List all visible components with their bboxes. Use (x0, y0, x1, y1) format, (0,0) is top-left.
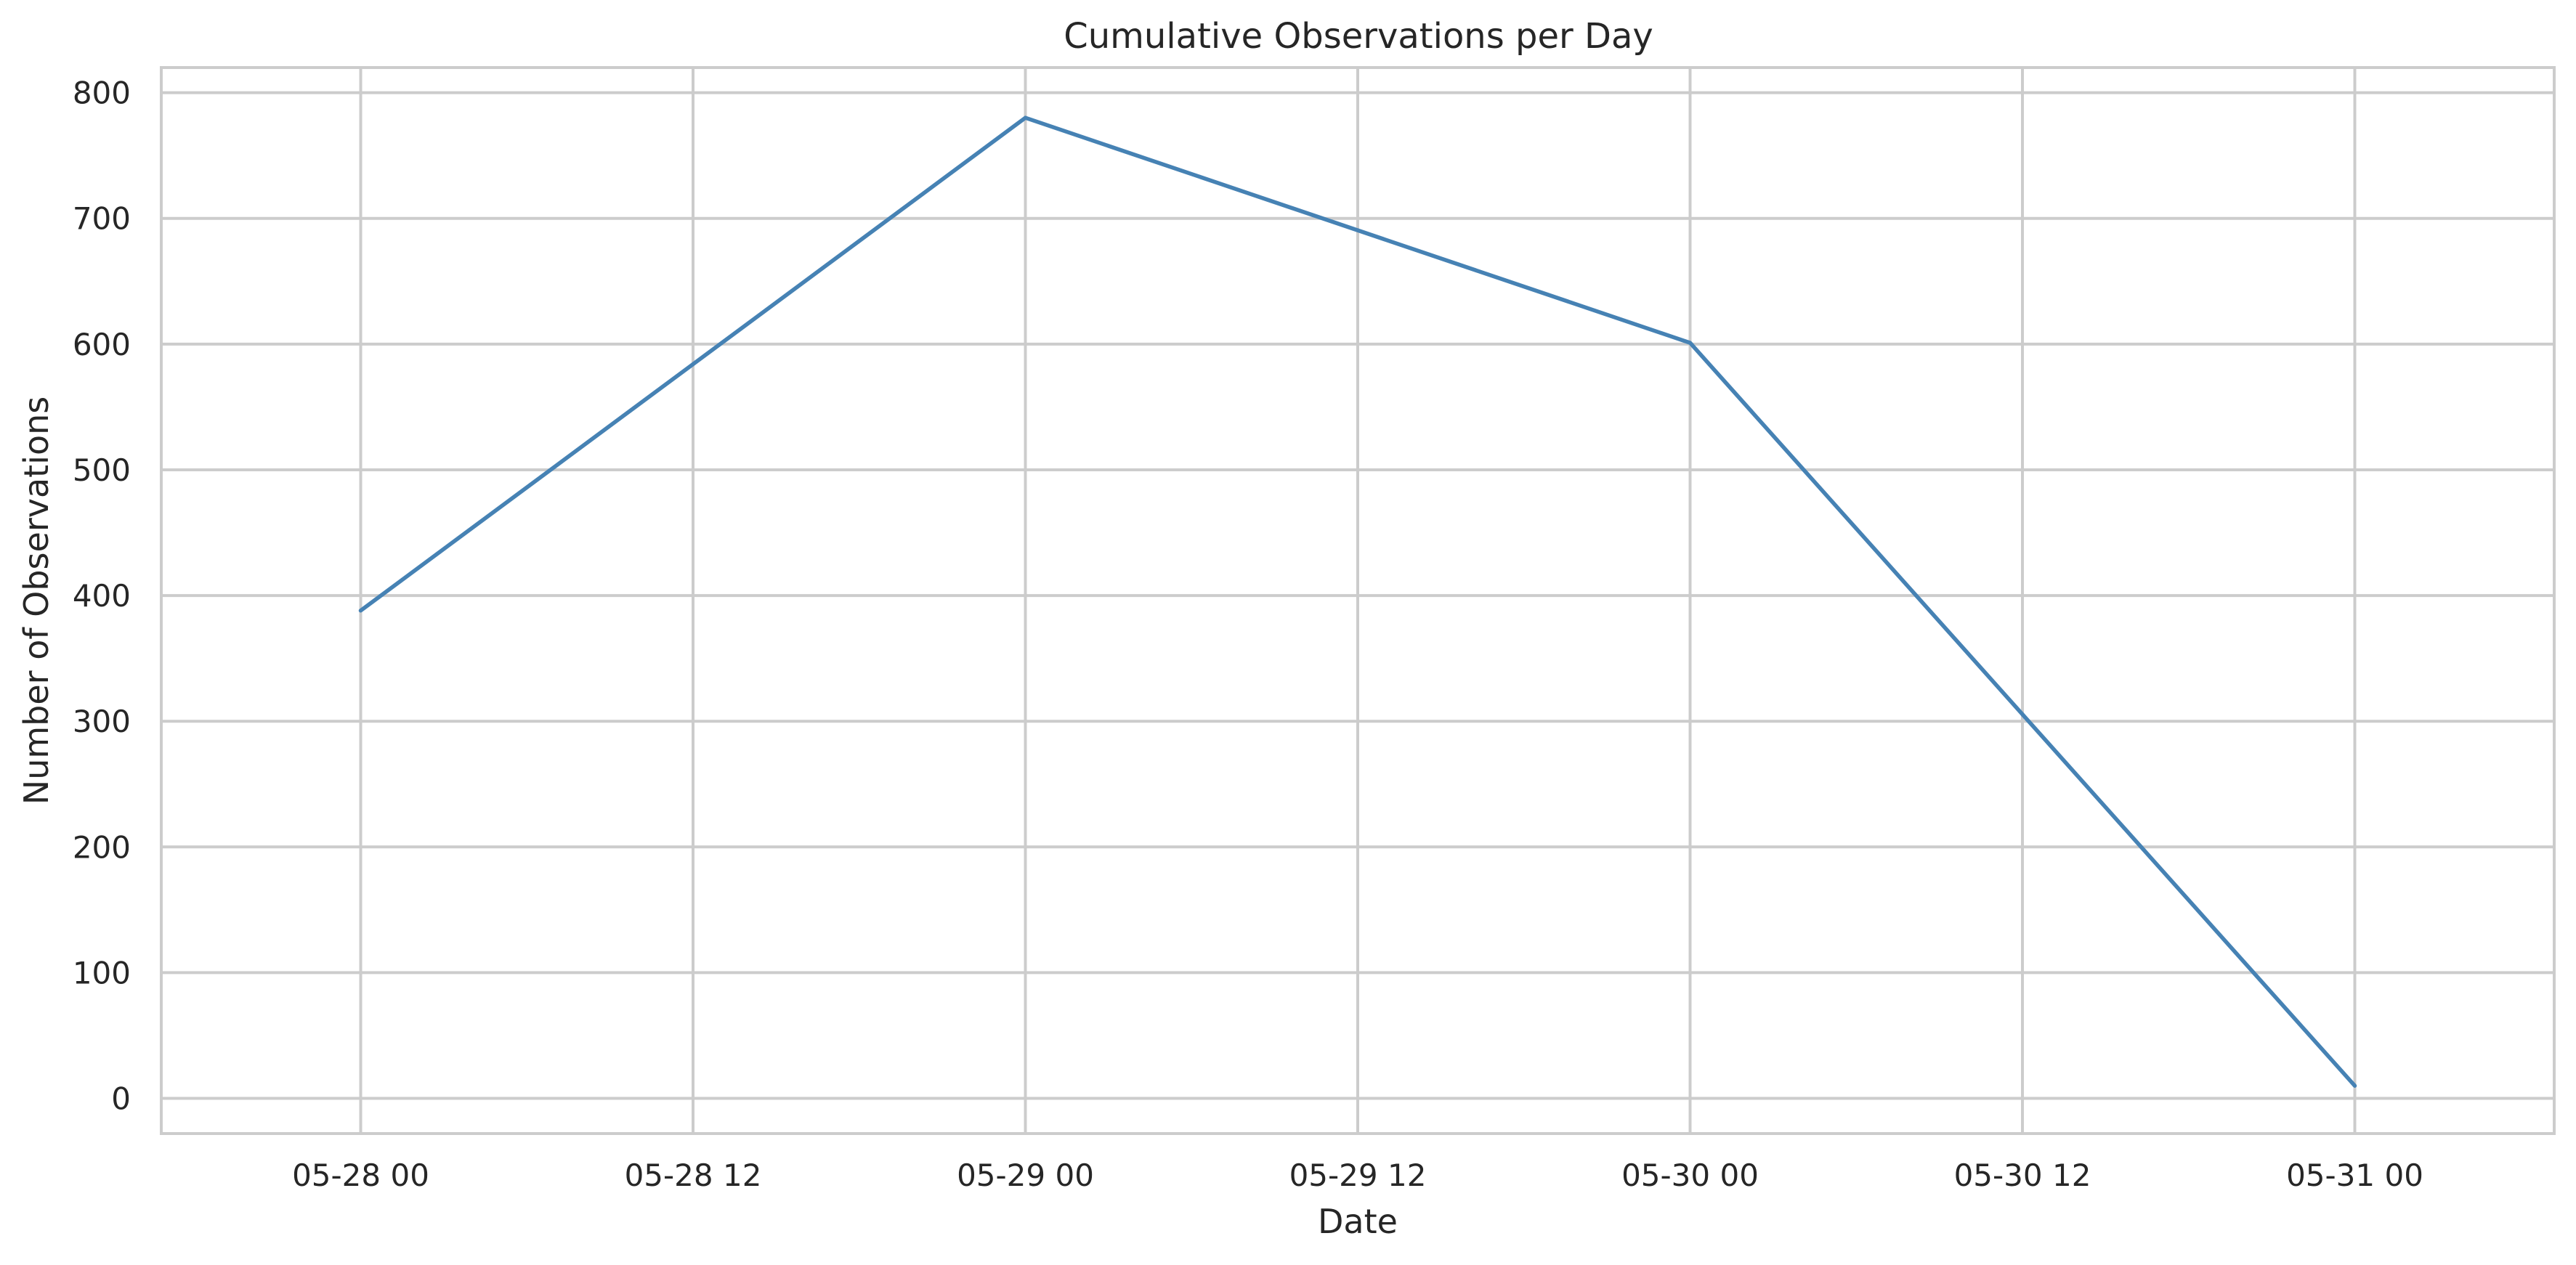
series-line (358, 115, 2357, 1088)
y-tick-label: 0 (111, 1081, 131, 1117)
x-tick-label: 05-28 00 (292, 1158, 429, 1193)
x-tick-label: 05-29 12 (1289, 1158, 1427, 1193)
y-tick-label: 200 (73, 829, 131, 865)
series-layer (358, 115, 2357, 1088)
y-tick-label: 600 (73, 327, 131, 362)
plot-frame (160, 66, 2556, 1135)
y-axis-ticks: 0 100 200 300 400 500 600 700 800 (73, 76, 131, 1117)
y-tick-label: 500 (73, 452, 131, 488)
y-tick-label: 300 (73, 704, 131, 739)
grid (161, 68, 2554, 1134)
y-axis-label: Number of Observations (17, 396, 56, 805)
x-axis-ticks: 05-28 00 05-28 12 05-29 00 05-29 12 05-30 00… (292, 1158, 2423, 1193)
chart-title: Cumulative Observations per Day (1064, 16, 1653, 57)
x-tick-label: 05-31 00 (2286, 1158, 2423, 1193)
y-tick-label: 700 (73, 201, 131, 237)
x-axis-label: Date (1318, 1202, 1398, 1241)
y-tick-label: 800 (73, 76, 131, 111)
x-tick-label: 05-30 00 (1621, 1158, 1759, 1193)
x-tick-label: 05-29 00 (957, 1158, 1094, 1193)
y-tick-label: 100 (73, 955, 131, 991)
y-tick-label: 400 (73, 578, 131, 614)
x-tick-label: 05-30 12 (1954, 1158, 2091, 1193)
x-tick-label: 05-28 12 (625, 1158, 762, 1193)
